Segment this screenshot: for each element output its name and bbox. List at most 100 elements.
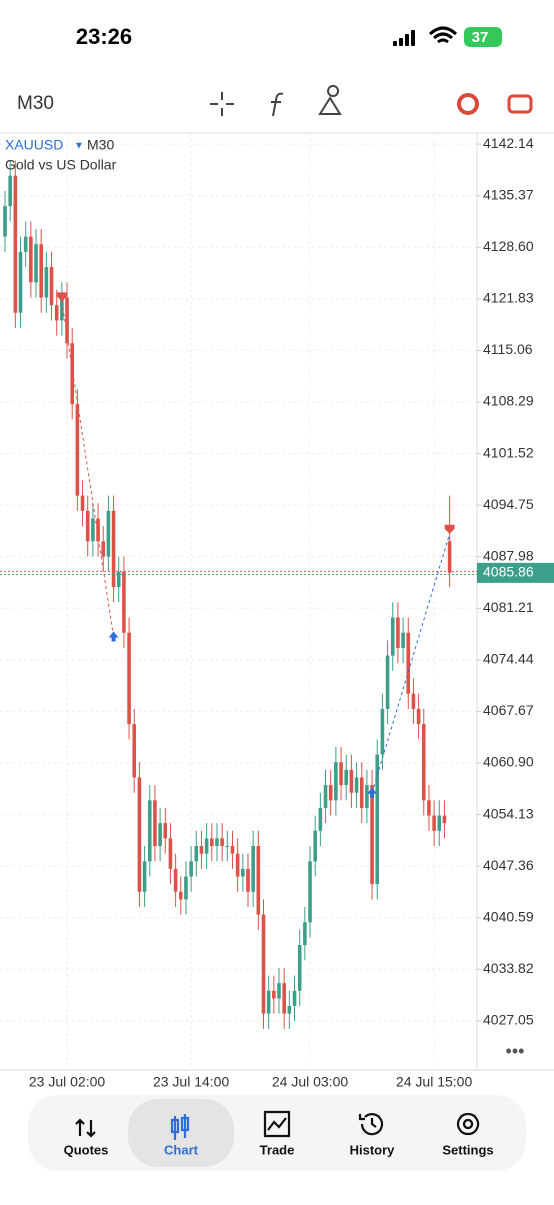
candle-body xyxy=(406,632,411,694)
candle-body xyxy=(39,244,43,298)
candle-body xyxy=(85,510,90,542)
candle-body xyxy=(225,846,230,848)
trade-arrow xyxy=(56,292,67,302)
candle-body xyxy=(80,495,85,511)
candle-body xyxy=(287,1006,292,1014)
nav-active xyxy=(128,1099,234,1167)
candle-body xyxy=(127,632,131,725)
candle-body xyxy=(235,853,240,877)
y-tick-label: 4142.14 xyxy=(483,135,534,151)
candle-body xyxy=(147,800,152,862)
candle-body xyxy=(390,617,395,656)
candle-body xyxy=(199,846,204,854)
battery-icon xyxy=(464,27,502,47)
trade-line xyxy=(61,301,115,637)
candle-body xyxy=(297,945,302,991)
trade-arrow xyxy=(444,524,455,534)
candle-body xyxy=(23,236,28,252)
y-tick-label: 4027.05 xyxy=(483,1012,534,1028)
candle-body xyxy=(220,838,224,847)
candle-body xyxy=(339,762,343,786)
toolbar-icons[interactable] xyxy=(210,85,533,117)
symbol[interactable]: XAUUSD xyxy=(5,137,63,153)
symbol-caret[interactable]: ▼ xyxy=(74,141,84,152)
candle-body xyxy=(303,922,307,946)
y-tick-label: 4094.75 xyxy=(483,496,534,512)
y-tick-label: 4101.52 xyxy=(483,444,534,460)
battery-level: 37 xyxy=(472,29,489,46)
candle-body xyxy=(210,838,214,847)
candle-body xyxy=(189,861,193,877)
y-tick-label: 4067.67 xyxy=(483,702,534,718)
candle-body xyxy=(385,655,390,709)
candle-body xyxy=(375,754,380,885)
current-price-badge xyxy=(477,562,554,583)
candle-body xyxy=(168,838,173,869)
candle-body xyxy=(101,541,106,557)
candle-body xyxy=(447,541,452,573)
nav-label[interactable]: History xyxy=(350,1142,396,1157)
candle-body xyxy=(323,785,328,808)
candle-body xyxy=(365,785,369,808)
x-tick-label: 24 Jul 15:00 xyxy=(396,1074,472,1090)
candle-body xyxy=(132,724,137,778)
nav-icon xyxy=(75,1118,96,1138)
candle-body xyxy=(49,267,54,306)
nav-icon xyxy=(263,1110,291,1138)
candle-body xyxy=(256,846,261,915)
nav-icon xyxy=(170,1114,190,1140)
candle-body xyxy=(18,251,23,313)
candle-body xyxy=(215,838,219,847)
trade-arrow xyxy=(108,631,119,642)
candle-body xyxy=(44,267,49,298)
nav-icon xyxy=(456,1112,480,1136)
candle-body xyxy=(65,297,69,344)
candle-body xyxy=(437,815,442,831)
timeframe[interactable]: M30 xyxy=(17,93,54,114)
candle-body xyxy=(3,206,7,237)
y-tick-label: 4054.13 xyxy=(483,805,534,821)
candle-body xyxy=(204,838,209,854)
candle-body xyxy=(396,617,400,648)
y-tick-label: 4108.29 xyxy=(483,393,534,409)
y-tick-label: 4074.44 xyxy=(483,651,534,667)
x-tick-label: 23 Jul 14:00 xyxy=(153,1074,229,1090)
nav-bar xyxy=(28,1095,526,1171)
candle-body xyxy=(277,983,281,999)
y-tick-label: 4128.60 xyxy=(483,238,534,254)
candle-body xyxy=(75,404,80,496)
candle-body xyxy=(318,807,323,831)
candle-body xyxy=(111,510,116,588)
candle-body xyxy=(344,769,349,786)
candle-body xyxy=(251,846,255,892)
candle-body xyxy=(194,846,199,862)
candle-body xyxy=(173,868,178,892)
nav-label[interactable]: Trade xyxy=(260,1142,295,1157)
clock: 23:26 xyxy=(76,24,132,49)
signal-icon xyxy=(393,30,415,46)
nav-label[interactable]: Quotes xyxy=(64,1142,109,1157)
candle-body xyxy=(29,236,33,283)
y-tick-label: 4087.98 xyxy=(483,547,534,563)
candle-body xyxy=(158,823,162,847)
candle-body xyxy=(282,983,286,1014)
y-tick-label: 4135.37 xyxy=(483,186,534,202)
candle-body xyxy=(142,861,147,892)
y-tick-label: 4081.21 xyxy=(483,599,534,615)
nav-label[interactable]: Settings xyxy=(442,1142,493,1157)
nav-label[interactable]: Chart xyxy=(164,1142,199,1157)
candle-body xyxy=(246,868,250,892)
y-tick-label: 4040.59 xyxy=(483,908,534,924)
more-button[interactable]: ••• xyxy=(506,1041,525,1061)
candle-body xyxy=(432,815,436,831)
candle-body xyxy=(60,297,64,321)
candle-body xyxy=(416,708,421,725)
x-tick-label: 23 Jul 02:00 xyxy=(29,1074,105,1090)
candle-body xyxy=(411,693,416,709)
candle-body xyxy=(292,990,297,1007)
chart-timeframe: M30 xyxy=(87,137,114,153)
candle-body xyxy=(122,571,126,633)
candle-body xyxy=(116,571,121,588)
